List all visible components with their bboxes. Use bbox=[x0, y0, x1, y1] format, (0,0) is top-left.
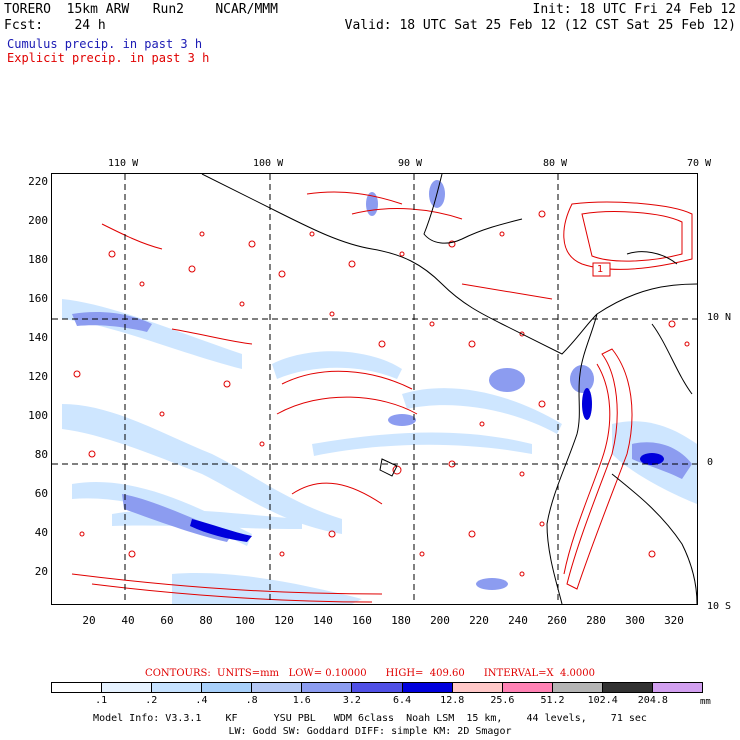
colorbar-label: .1 bbox=[95, 695, 108, 706]
contour-info: CONTOURS: UNITS=mm LOW= 0.10000 HIGH= 40… bbox=[145, 668, 595, 679]
y-tick: 80 bbox=[34, 448, 48, 461]
x-tick: 40 bbox=[121, 614, 135, 627]
y-tick: 160 bbox=[28, 292, 48, 305]
graticule bbox=[52, 174, 697, 604]
marker-box bbox=[592, 262, 611, 277]
x-tick: 140 bbox=[313, 614, 333, 627]
colorbar-label: 25.6 bbox=[490, 695, 515, 706]
x-tick: 220 bbox=[469, 614, 489, 627]
x-tick: 300 bbox=[625, 614, 645, 627]
x-tick: 100 bbox=[235, 614, 255, 627]
lon-label: 70 W bbox=[687, 158, 712, 169]
x-tick: 160 bbox=[352, 614, 372, 627]
colorbar-segment bbox=[352, 683, 403, 692]
lon-label: 90 W bbox=[398, 158, 423, 169]
colorbar-label: .2 bbox=[145, 695, 158, 706]
explicit-precip-specks bbox=[73, 210, 690, 577]
x-tick: 320 bbox=[664, 614, 684, 627]
lat-label: 10 S bbox=[707, 601, 732, 612]
y-tick: 20 bbox=[34, 565, 48, 578]
colorbar-label: .4 bbox=[195, 695, 208, 706]
colorbar-segment bbox=[102, 683, 153, 692]
explicit-legend: Explicit precip. in past 3 h bbox=[7, 51, 210, 65]
colorbar-label: 51.2 bbox=[540, 695, 565, 706]
y-tick: 220 bbox=[28, 175, 48, 188]
colorbar-segment bbox=[502, 683, 553, 692]
lon-label: 110 W bbox=[108, 158, 139, 169]
cumulus-precip-heavy bbox=[190, 388, 664, 542]
colorbar-label: 1.6 bbox=[292, 695, 311, 706]
precip-map bbox=[51, 173, 698, 605]
init-time: Init: 18 UTC Fri 24 Feb 12 bbox=[532, 2, 737, 17]
colorbar-segment bbox=[202, 683, 253, 692]
x-tick: 80 bbox=[199, 614, 213, 627]
valid-time: Valid: 18 UTC Sat 25 Feb 12 (12 CST Sat … bbox=[344, 18, 736, 33]
colorbar-label: 3.2 bbox=[342, 695, 361, 706]
lat-label: 0 bbox=[707, 457, 714, 468]
x-tick: 240 bbox=[508, 614, 528, 627]
colorbar-label: 6.4 bbox=[393, 695, 412, 706]
x-tick: 260 bbox=[547, 614, 567, 627]
map-marker-label: 1 bbox=[597, 264, 604, 275]
colorbar bbox=[51, 682, 703, 693]
colorbar-label: 204.8 bbox=[637, 695, 668, 706]
colorbar-segment bbox=[452, 683, 503, 692]
colorbar-segment bbox=[52, 683, 103, 692]
x-tick: 60 bbox=[160, 614, 174, 627]
y-tick: 60 bbox=[34, 487, 48, 500]
x-tick: 180 bbox=[391, 614, 411, 627]
colorbar-segment bbox=[602, 683, 653, 692]
colorbar-label: .8 bbox=[245, 695, 258, 706]
y-tick: 120 bbox=[28, 370, 48, 383]
x-tick: 280 bbox=[586, 614, 606, 627]
explicit-precip-contours bbox=[71, 191, 693, 603]
y-tick: 180 bbox=[28, 253, 48, 266]
colorbar-label: 12.8 bbox=[440, 695, 465, 706]
x-tick: 120 bbox=[274, 614, 294, 627]
y-tick: 40 bbox=[34, 526, 48, 539]
colorbar-segment bbox=[302, 683, 353, 692]
map-svg bbox=[52, 173, 698, 605]
y-tick: 200 bbox=[28, 214, 48, 227]
colorbar-segment bbox=[402, 683, 453, 692]
colorbar-segment bbox=[552, 683, 603, 692]
colorbar-segment bbox=[252, 683, 303, 692]
forecast-hour: Fcst: 24 h bbox=[4, 18, 106, 33]
colorbar-units: mm bbox=[700, 697, 711, 707]
lon-label: 100 W bbox=[253, 158, 284, 169]
colorbar-label: 102.4 bbox=[587, 695, 618, 706]
lat-label: 10 N bbox=[707, 312, 732, 323]
model-info: Model Info: V3.3.1 KF YSU PBL WDM 6class… bbox=[93, 713, 647, 724]
lon-label: 80 W bbox=[543, 158, 568, 169]
physics-info: LW: Godd SW: Goddard DIFF: simple KM: 2D… bbox=[228, 726, 512, 737]
run-title: TORERO 15km ARW Run2 NCAR/MMM bbox=[4, 2, 278, 17]
colorbar-segment bbox=[152, 683, 203, 692]
x-tick: 200 bbox=[430, 614, 450, 627]
x-tick: 20 bbox=[82, 614, 96, 627]
y-tick: 100 bbox=[28, 409, 48, 422]
coastlines bbox=[201, 173, 698, 605]
colorbar-segment bbox=[652, 683, 703, 692]
cumulus-legend: Cumulus precip. in past 3 h bbox=[7, 37, 203, 51]
y-tick: 140 bbox=[28, 331, 48, 344]
